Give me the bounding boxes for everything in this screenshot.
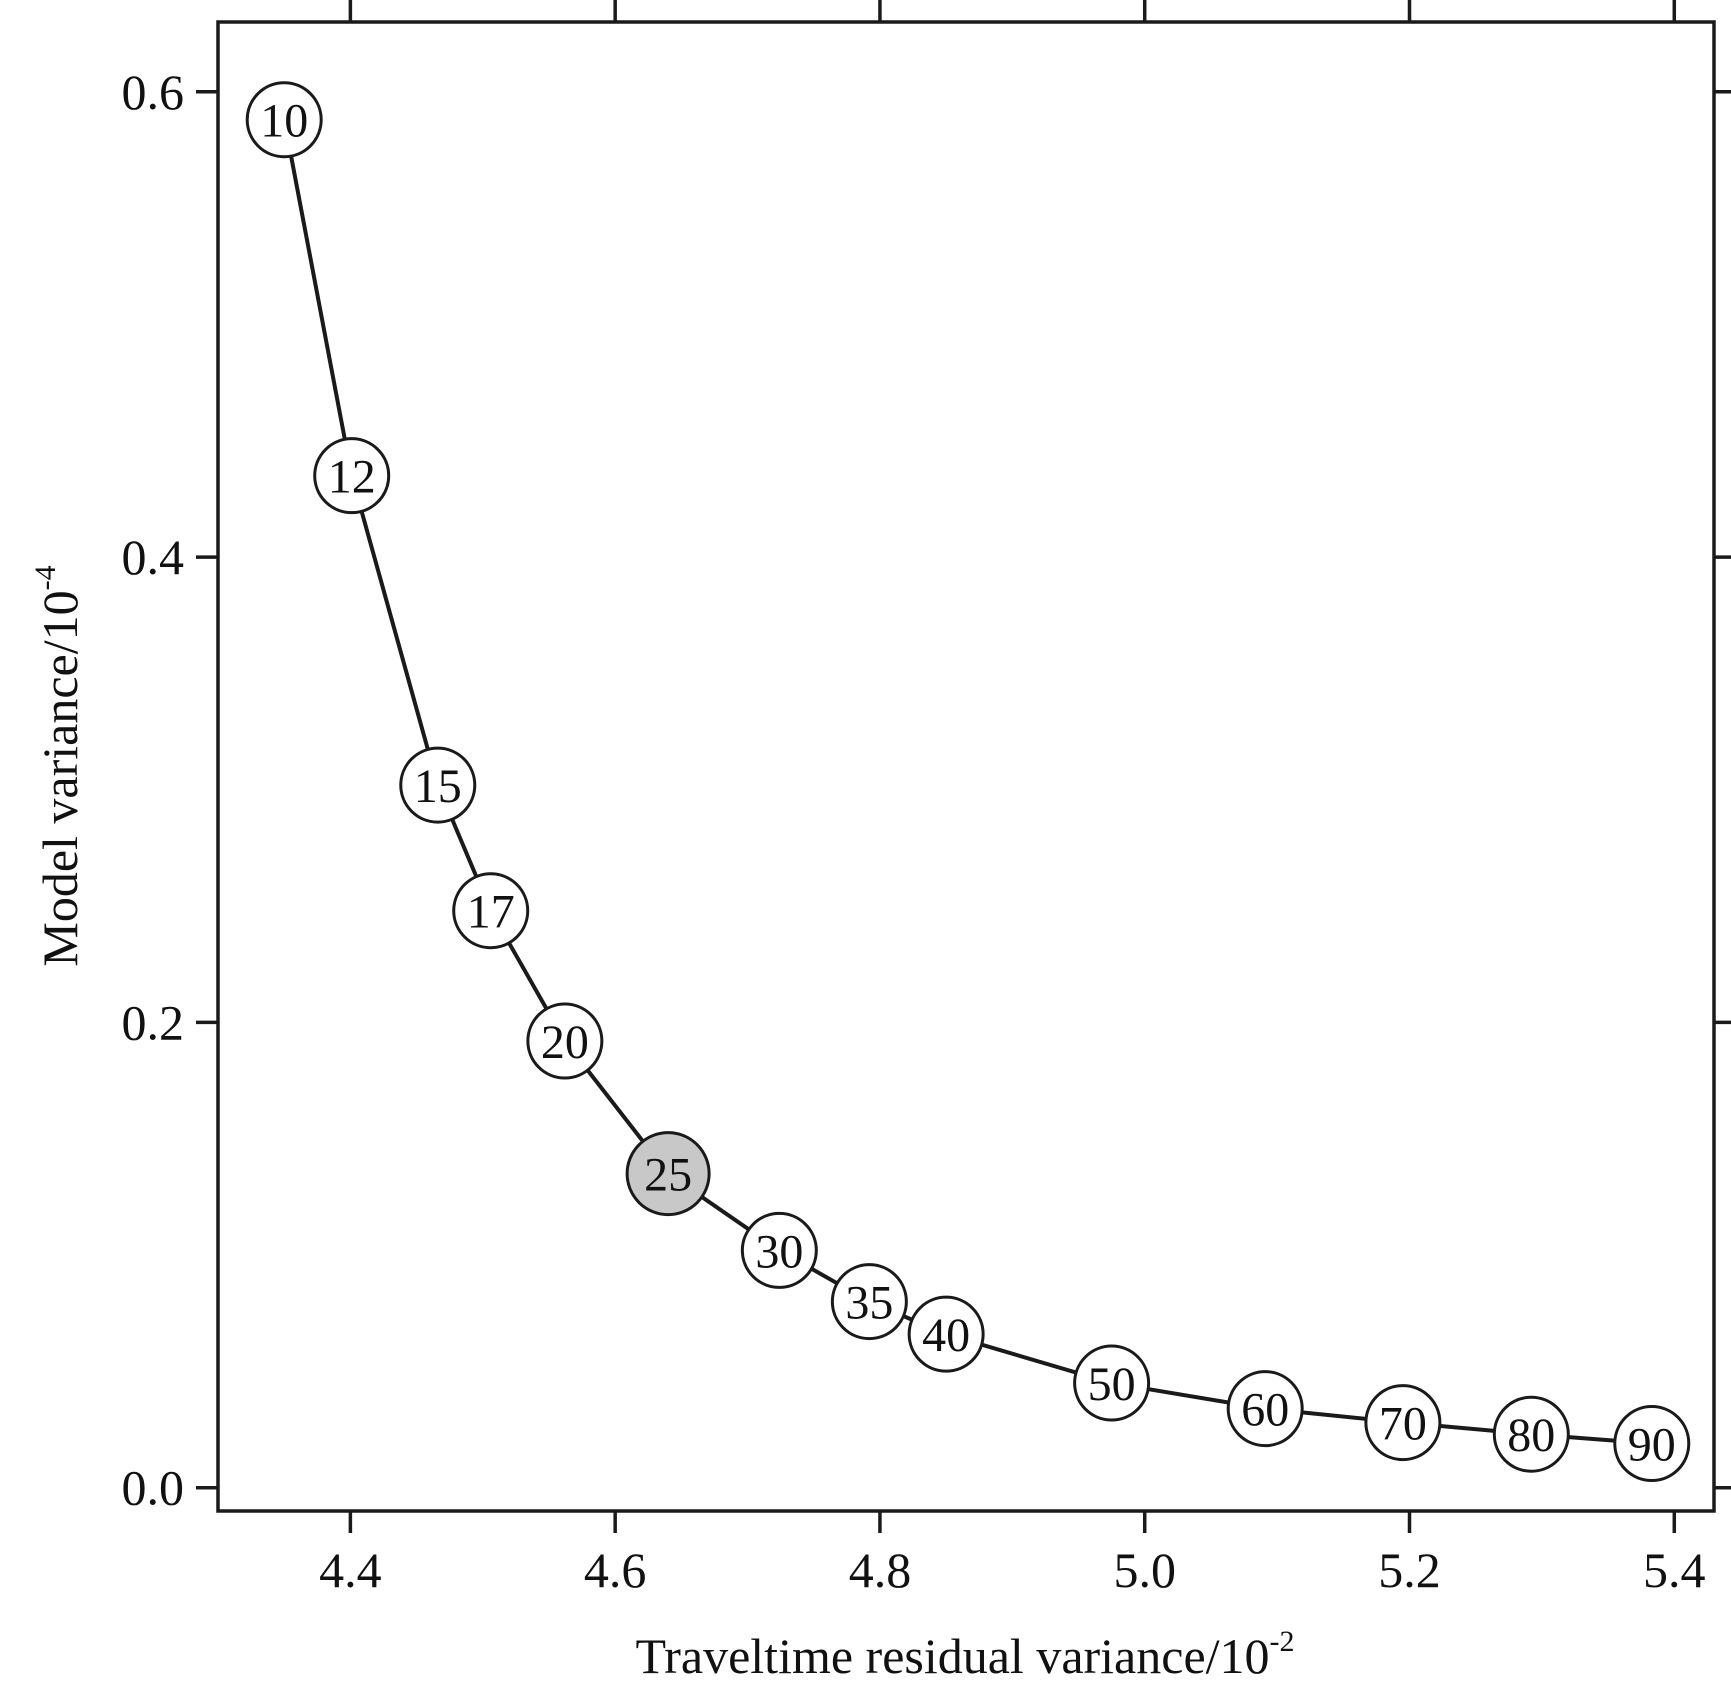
data-point-marker bbox=[1492, 1395, 1570, 1473]
data-point: 17 bbox=[452, 872, 530, 950]
data-point-label: 20 bbox=[541, 1016, 589, 1069]
data-point-label: 30 bbox=[755, 1225, 803, 1278]
data-point-label: 70 bbox=[1379, 1398, 1427, 1451]
data-point-marker bbox=[1613, 1405, 1691, 1483]
y-axis-title-exponent: -4 bbox=[29, 565, 62, 590]
data-point-label: 40 bbox=[922, 1309, 970, 1362]
data-point: 25 bbox=[625, 1131, 711, 1217]
data-point: 50 bbox=[1073, 1344, 1151, 1422]
data-point: 90 bbox=[1613, 1405, 1691, 1483]
data-point: 15 bbox=[399, 746, 477, 824]
data-point-marker-highlighted bbox=[625, 1131, 711, 1217]
y-axis-title: Model variance/10-4 bbox=[29, 565, 88, 966]
x-axis-title-exponent: -2 bbox=[1270, 1625, 1295, 1658]
series-line bbox=[282, 119, 1652, 1446]
x-tick-label: 5.2 bbox=[1378, 1542, 1441, 1598]
markers: 10 12 15 17 20 25 30 35 40 50 60 70 80 90 bbox=[245, 81, 1691, 1483]
data-point-label: 17 bbox=[467, 886, 515, 939]
data-point-marker bbox=[313, 437, 391, 515]
data-point-marker bbox=[399, 746, 477, 824]
data-point: 70 bbox=[1364, 1384, 1442, 1462]
data-point-marker bbox=[907, 1295, 985, 1373]
plot-frame bbox=[216, 20, 1716, 1513]
y-axis-title-text: Model variance/10 bbox=[32, 590, 88, 966]
x-axis-title-text: Traveltime residual variance/10 bbox=[635, 1628, 1269, 1684]
data-point-label: 50 bbox=[1088, 1358, 1136, 1411]
y-tick-label: 0.4 bbox=[122, 529, 185, 585]
data-point-marker bbox=[740, 1211, 818, 1289]
data-point-label: 90 bbox=[1628, 1419, 1676, 1472]
data-point: 80 bbox=[1492, 1395, 1570, 1473]
data-point-marker bbox=[526, 1002, 604, 1080]
y-tick-label: 0.2 bbox=[122, 994, 185, 1050]
data-point: 10 bbox=[245, 81, 323, 159]
y-tick-label: 0.0 bbox=[122, 1460, 185, 1516]
data-point: 35 bbox=[830, 1263, 908, 1341]
data-point-marker bbox=[830, 1263, 908, 1341]
data-point-label: 35 bbox=[845, 1277, 893, 1330]
data-point: 30 bbox=[740, 1211, 818, 1289]
data-point-label: 15 bbox=[414, 760, 462, 813]
data-point-label: 25 bbox=[644, 1149, 692, 1202]
data-point-marker bbox=[1073, 1344, 1151, 1422]
data-point-marker bbox=[1226, 1370, 1304, 1448]
ticks bbox=[196, 0, 1731, 1533]
data-point-label: 10 bbox=[260, 95, 308, 148]
data-point-marker bbox=[452, 872, 530, 950]
x-tick-label: 4.6 bbox=[584, 1542, 647, 1598]
x-axis-title: Traveltime residual variance/10-2 bbox=[635, 1625, 1294, 1684]
x-tick-label: 4.4 bbox=[319, 1542, 382, 1598]
data-point: 60 bbox=[1226, 1370, 1304, 1448]
data-point-label: 12 bbox=[328, 451, 376, 504]
data-point-label: 80 bbox=[1507, 1409, 1555, 1462]
x-tick-label: 5.0 bbox=[1113, 1542, 1176, 1598]
y-tick-label: 0.6 bbox=[122, 64, 185, 120]
data-point: 12 bbox=[313, 437, 391, 515]
data-point-label: 60 bbox=[1241, 1384, 1289, 1437]
data-point-marker bbox=[1364, 1384, 1442, 1462]
x-tick-label: 5.4 bbox=[1643, 1542, 1706, 1598]
tick-labels: 4.4 4.6 4.8 5.0 5.2 5.4 0.0 0.2 0.4 0.6 bbox=[122, 64, 1706, 1598]
data-point: 20 bbox=[526, 1002, 604, 1080]
data-point: 40 bbox=[907, 1295, 985, 1373]
x-tick-label: 4.8 bbox=[849, 1542, 912, 1598]
data-point-marker bbox=[245, 81, 323, 159]
